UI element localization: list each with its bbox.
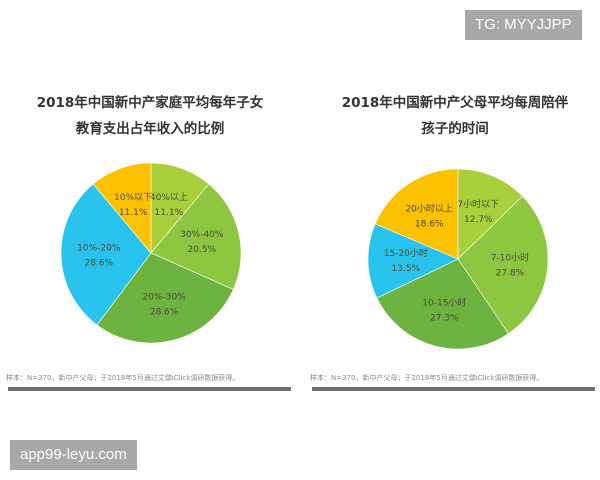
watermark-bottom: app99-leyu.com (10, 440, 137, 470)
watermark-top: TG: MYYJJPP (465, 10, 582, 40)
slice-category-label: 10%-20% (77, 243, 121, 253)
slice-value-label: 28.6% (150, 308, 179, 318)
pie-slice (367, 223, 459, 299)
slice-category-label: 7-10小时 (491, 251, 529, 263)
pie-slice (150, 183, 242, 290)
left-source-note: 样本：N=370，新中产父母；于2018年5月通过艾瑞iClick调研数据获得。 (6, 374, 240, 382)
slice-category-label: 40%以上 (150, 192, 188, 203)
slice-category-label: 15-20小时 (384, 247, 428, 259)
pie-slice (96, 252, 234, 344)
right-source-note: 样本：N=370，新中产父母；于2018年5月通过艾瑞iClick调研数据获得。 (310, 374, 544, 382)
pie-slice (374, 168, 459, 260)
pie-slice (60, 183, 152, 326)
slice-value-label: 11.1% (119, 208, 148, 218)
slice-category-label: 20%-30% (143, 293, 187, 303)
pie-slice (376, 258, 509, 350)
slice-category-label: 10-15小时 (422, 296, 466, 308)
left-divider (8, 387, 291, 391)
right-title-line2: 孩子的时间 (421, 121, 489, 137)
left-title-line2: 教育支出占年收入的比例 (75, 121, 225, 137)
left-pie-chart: 40%以上11.1%30%-40%20.5%20%-30%28.6%10%-20… (60, 162, 242, 344)
slice-value-label: 27.3% (430, 313, 459, 323)
slice-category-label: 7小时以下 (457, 198, 499, 210)
slice-category-label: 20小时以上 (405, 202, 452, 214)
right-pie-chart: 7小时以下 12.7% 7-10小时 27.8% 10-15小时 27.3% 15-20小时… (367, 168, 549, 350)
right-divider (312, 387, 595, 391)
pie-slice (457, 195, 549, 334)
slice-value-label: 12.7% (464, 215, 493, 225)
pie-slice (457, 168, 523, 260)
slice-value-label: 27.8% (496, 268, 525, 278)
slice-value-label: 18.6% (415, 219, 444, 229)
left-chart-title: 2018年中国新中产家庭平均每年子女 教育支出占年收入的比例 (20, 90, 280, 142)
left-title-line1: 2018年中国新中产家庭平均每年子女 (36, 95, 264, 111)
slice-category-label: 30%-40% (180, 230, 224, 240)
slice-value-label: 11.1% (155, 208, 184, 218)
pie-slice (92, 162, 152, 254)
right-title-line1: 2018年中国新中产父母平均每周陪伴 (341, 95, 569, 111)
slice-category-label: 10%以下 (114, 193, 152, 203)
slice-value-label: 28.6% (85, 258, 114, 268)
slice-value-label: 13.5% (392, 264, 421, 274)
slice-value-label: 20.5% (188, 245, 217, 255)
right-chart-title: 2018年中国新中产父母平均每周陪伴 孩子的时间 (320, 90, 590, 142)
